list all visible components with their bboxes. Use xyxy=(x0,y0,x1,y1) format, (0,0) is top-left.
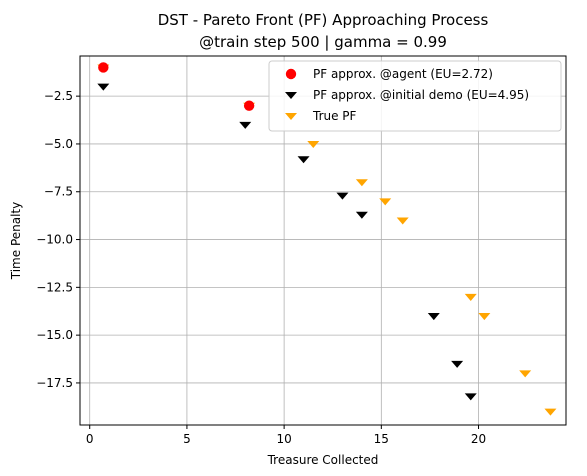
initial-demo-point xyxy=(239,121,252,129)
y-axis-ticks: −2.5 −5.0 −7.5 −10.0 −12.5 −15.0 −17.5 xyxy=(36,89,80,390)
agent-point xyxy=(98,62,109,73)
legend-box xyxy=(268,60,562,132)
true-pf-point xyxy=(519,370,532,378)
true-pf-point xyxy=(478,313,491,321)
y-tick-label: −5.0 xyxy=(44,137,73,151)
y-tick-label: −15.0 xyxy=(36,328,73,342)
y-tick-label: −17.5 xyxy=(36,376,73,390)
x-tick-label: 5 xyxy=(183,432,191,446)
legend-label: PF approx. @initial demo (EU=4.95) xyxy=(313,88,529,102)
y-tick-label: −2.5 xyxy=(44,89,73,103)
legend-marker xyxy=(285,68,297,80)
x-tick-label: 10 xyxy=(276,432,291,446)
chart-title: DST - Pareto Front (PF) Approaching Proc… xyxy=(158,11,489,29)
legend-label: PF approx. @agent (EU=2.72) xyxy=(313,67,493,81)
legend-label: True PF xyxy=(312,109,357,123)
true-pf-point xyxy=(307,140,320,148)
plot-frame xyxy=(79,55,567,426)
initial-demo-point xyxy=(451,360,464,368)
legend-marker xyxy=(285,113,297,121)
initial-demo-point xyxy=(97,83,110,91)
initial-demo-point xyxy=(297,156,310,164)
legend-marker xyxy=(285,92,297,100)
y-axis-label: Time Penalty xyxy=(9,202,23,280)
legend: PF approx. @agent (EU=2.72) PF approx. @i… xyxy=(268,60,562,132)
x-tick-label: 0 xyxy=(86,432,94,446)
y-tick-label: −12.5 xyxy=(36,280,73,294)
data-points xyxy=(97,62,557,416)
y-tick-label: −10.0 xyxy=(36,233,73,247)
true-pf-point xyxy=(544,408,557,416)
true-pf-point xyxy=(355,179,368,187)
chart-subtitle: @train step 500 | gamma = 0.99 xyxy=(199,33,447,51)
x-axis-ticks: 0 5 10 15 20 xyxy=(86,425,486,446)
initial-demo-point xyxy=(464,393,477,401)
true-pf-point xyxy=(396,217,409,225)
initial-demo-point xyxy=(336,192,349,200)
y-tick-label: −7.5 xyxy=(44,185,73,199)
initial-demo-point xyxy=(355,211,368,219)
x-tick-label: 20 xyxy=(471,432,486,446)
initial-demo-point xyxy=(427,313,440,321)
x-axis-label: Treasure Collected xyxy=(267,453,379,467)
agent-point xyxy=(243,100,255,111)
true-pf-point xyxy=(464,293,477,301)
true-pf-point xyxy=(379,198,392,206)
x-tick-label: 15 xyxy=(374,432,389,446)
